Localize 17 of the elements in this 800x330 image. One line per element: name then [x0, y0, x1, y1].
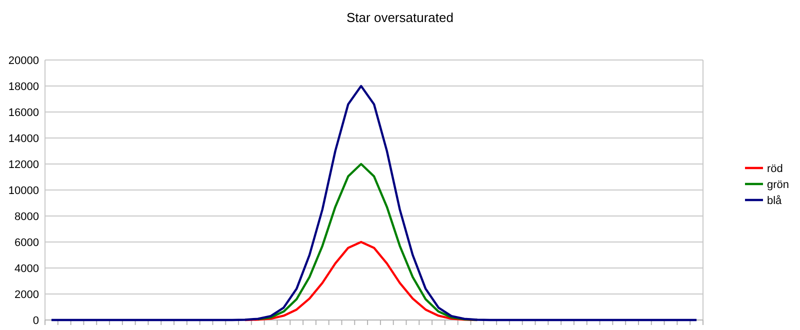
y-tick-label: 2000 [14, 288, 39, 301]
y-tick-label: 6000 [14, 236, 39, 249]
y-tick-label: 8000 [14, 210, 39, 223]
chart-title: Star oversaturated [346, 10, 454, 25]
y-tick-label: 10000 [8, 184, 39, 197]
y-tick-label: 4000 [14, 262, 39, 275]
y-tick-label: 0 [32, 314, 39, 327]
legend-label: blå [767, 194, 783, 207]
y-tick-label: 16000 [8, 106, 39, 119]
y-tick-label: 12000 [8, 158, 39, 171]
line-series [50, 84, 698, 322]
y-tick-label: 18000 [8, 80, 39, 93]
legend-label: röd [767, 162, 783, 175]
y-tick-label: 20000 [8, 54, 39, 67]
y-tick-label: 14000 [8, 132, 39, 145]
line-series [256, 162, 478, 321]
legend-label: grön [767, 178, 790, 191]
